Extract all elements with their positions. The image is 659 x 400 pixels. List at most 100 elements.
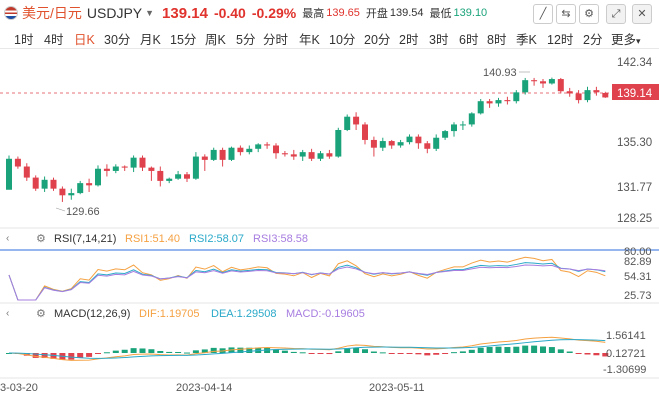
tab-30m[interactable]: 30分	[104, 33, 131, 47]
period-tabs: 1时 4时 日K 30分 月K 15分 周K 5分 分时 年K 10分 20分 …	[0, 26, 659, 49]
tab-5m[interactable]: 5分	[236, 33, 256, 47]
tab-8h[interactable]: 8时	[487, 33, 507, 47]
date-tick: 2023-05-11	[369, 382, 424, 394]
candle-body	[344, 116, 351, 130]
tab-monthly[interactable]: 月K	[140, 33, 161, 47]
tab-4h[interactable]: 4时	[44, 33, 64, 47]
candle-body	[255, 144, 262, 149]
macd-bar	[139, 348, 146, 353]
macd-bar	[210, 347, 217, 353]
candle-body	[86, 183, 93, 186]
candle-body	[370, 139, 377, 148]
macd-bar	[86, 353, 93, 357]
macd-bar	[166, 351, 173, 353]
macd-tick: 1.56141	[606, 330, 646, 342]
tab-3h[interactable]: 3时	[429, 33, 449, 47]
tab-quarterly[interactable]: 季K	[516, 33, 537, 47]
tab-2m[interactable]: 2分	[583, 33, 603, 47]
macd-bar	[522, 345, 529, 353]
candle-body	[192, 156, 199, 179]
tab-12h[interactable]: 12时	[547, 33, 574, 47]
high-annotation: 140.93	[483, 67, 517, 79]
tab-yearly[interactable]: 年K	[299, 33, 320, 47]
macd-bar	[486, 347, 493, 353]
rsi3-value: RSI3:58.58	[253, 233, 308, 245]
macd-bar	[433, 353, 440, 355]
macd-bar	[308, 353, 315, 354]
date-tick: 2023-04-14	[176, 382, 232, 394]
tab-15m[interactable]: 15分	[170, 33, 197, 47]
candle-body	[273, 145, 279, 154]
rsi-tick: 54.31	[624, 271, 652, 283]
candle-body	[130, 157, 137, 168]
candle-body	[486, 101, 493, 104]
macd-bar	[157, 351, 164, 353]
chevron-down-icon[interactable]: ▼	[145, 8, 155, 18]
macd-tick: -1.30699	[603, 364, 646, 376]
candle-body	[566, 91, 573, 94]
macd-bar	[95, 353, 101, 354]
tab-10m[interactable]: 10分	[329, 33, 356, 47]
rsi-tick: 25.73	[624, 290, 652, 302]
macd-bar	[424, 353, 431, 356]
draw-line-icon[interactable]: ╱	[533, 4, 553, 24]
price-change-pct: -0.29%	[251, 5, 297, 21]
tab-daily[interactable]: 日K	[74, 33, 95, 47]
close-icon[interactable]: ✕	[632, 4, 652, 24]
candle-body	[362, 124, 368, 140]
settings-icon[interactable]: ⚙	[36, 233, 46, 245]
macd-bar	[513, 346, 520, 353]
candle-body	[290, 154, 297, 157]
candle-body	[14, 158, 21, 167]
candle-body	[504, 100, 511, 102]
candle-body	[433, 137, 440, 149]
tab-6h[interactable]: 6时	[459, 33, 479, 47]
candle-body	[210, 149, 217, 160]
candle-body	[459, 124, 466, 126]
macd-bar	[468, 349, 475, 353]
candle-body	[228, 147, 235, 160]
macd-bar	[442, 353, 449, 354]
tab-weekly[interactable]: 周K	[205, 33, 226, 47]
tab-2h[interactable]: 2时	[399, 33, 419, 47]
current-price-tag-text: 139.14	[617, 88, 653, 100]
compare-icon[interactable]: ⇆	[556, 4, 576, 24]
macd-group	[6, 336, 609, 361]
tab-1h[interactable]: 1时	[14, 33, 34, 47]
rsi2-value: RSI2:58.07	[189, 233, 244, 245]
current-price-tag	[612, 84, 659, 100]
open-value: 139.54	[389, 7, 424, 19]
candle-body	[166, 178, 173, 181]
price-tick: 135.30	[617, 137, 652, 149]
price-tick: 142.34	[617, 57, 653, 69]
pair-name[interactable]: 美元/日元	[22, 5, 82, 21]
macd-bar	[406, 353, 413, 354]
settings-icon[interactable]: ⚙	[579, 4, 599, 24]
collapse-icon[interactable]: ‹	[6, 308, 9, 319]
candle-body	[513, 92, 520, 102]
collapse-icon[interactable]: ‹	[6, 233, 9, 244]
macd-bar	[112, 350, 119, 353]
macd-bar	[121, 349, 128, 353]
fullscreen-icon[interactable]: ⤢	[606, 4, 626, 24]
tab-intraday[interactable]: 分时	[263, 33, 289, 47]
macd-bar	[584, 353, 591, 355]
macd-bar	[566, 351, 573, 353]
tab-20m[interactable]: 20分	[364, 33, 391, 47]
low-value: 139.10	[453, 7, 488, 19]
macd-bar	[540, 346, 546, 353]
rsi-lines-group	[8, 256, 606, 301]
pair-code[interactable]: USDJPY	[86, 5, 143, 21]
macd-bar	[575, 353, 582, 354]
candle-body	[522, 80, 529, 93]
high-value: 139.65	[326, 7, 360, 19]
settings-icon[interactable]: ⚙	[36, 308, 46, 320]
macd-bar	[148, 349, 155, 353]
macd-bar	[370, 351, 377, 353]
macd-bar	[237, 347, 244, 353]
tab-more[interactable]: 更多▾	[611, 33, 641, 47]
candle-body	[32, 177, 39, 189]
macd-bar	[201, 349, 208, 353]
rsi2-line	[8, 262, 606, 301]
kline-chart[interactable]: 142.34 139.14 135.30 131.77 128.25 140.9…	[0, 48, 659, 400]
